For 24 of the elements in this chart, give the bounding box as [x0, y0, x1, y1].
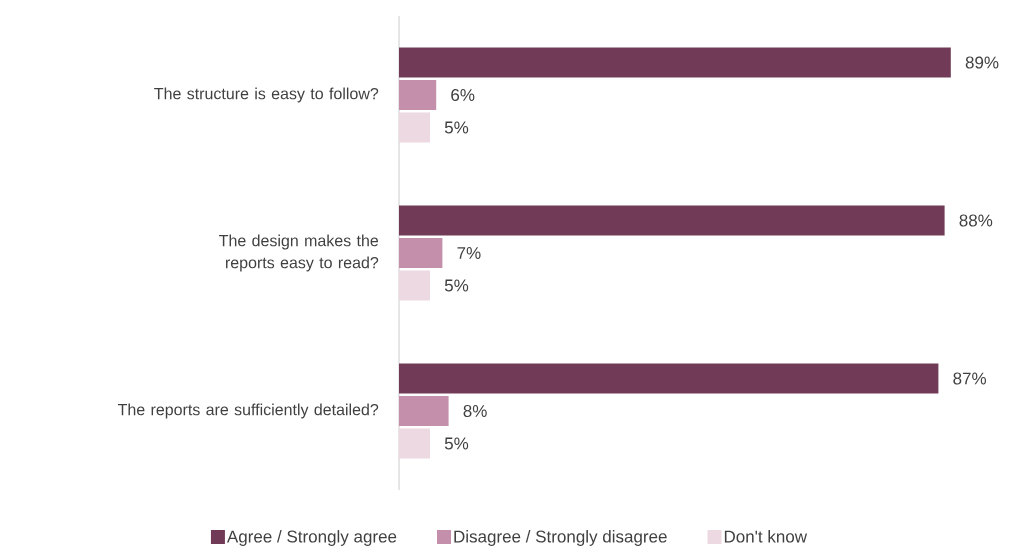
- y-tick-label: The reports are sufficiently detailed?: [117, 403, 379, 419]
- bar: [399, 80, 437, 110]
- legend-label: Disagree / Strongly disagree: [454, 530, 667, 546]
- data-label: 87%: [953, 372, 987, 385]
- y-tick-label: The design makes the reports easy to read?: [219, 234, 379, 272]
- data-label: 7%: [457, 247, 481, 259]
- bar: [399, 205, 945, 236]
- bar: [399, 428, 430, 459]
- data-label: 89%: [965, 56, 999, 69]
- data-label: 5%: [444, 121, 469, 134]
- data-label: 5%: [444, 279, 469, 292]
- bar: [399, 363, 939, 394]
- data-label: 6%: [451, 88, 475, 102]
- bar: [399, 238, 443, 268]
- data-label: 88%: [959, 214, 993, 227]
- legend-label: Agree / Strongly agree: [226, 530, 397, 546]
- bar: [399, 47, 951, 78]
- bar: [399, 270, 430, 301]
- y-tick-label: The structure is easy to follow?: [154, 87, 379, 103]
- legend-label: Don't know: [724, 530, 808, 543]
- bar: [399, 396, 449, 426]
- bar: [399, 112, 430, 143]
- data-label: 8%: [463, 404, 487, 418]
- data-label: 5%: [444, 437, 469, 450]
